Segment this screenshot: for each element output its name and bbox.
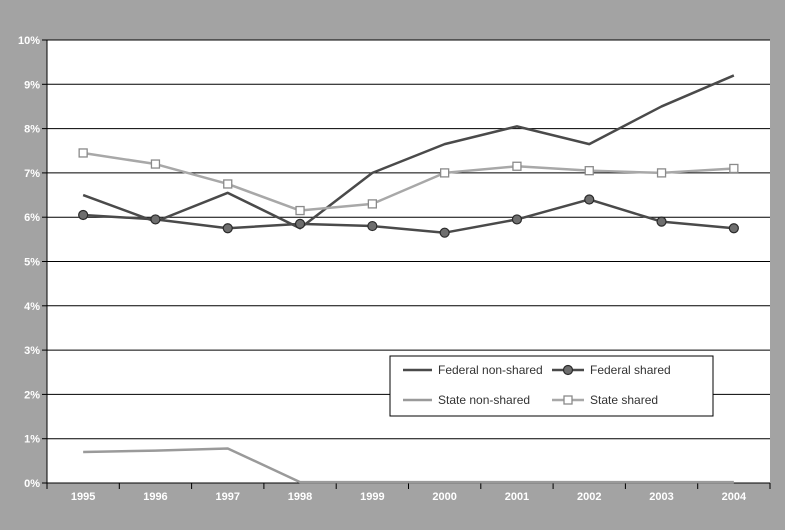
legend-item-federal-non-shared: Federal non-shared (403, 363, 543, 377)
data-point-federal-shared (222, 223, 233, 234)
x-tick-label: 2003 (649, 491, 673, 503)
legend-item-state-shared: State shared (552, 393, 658, 407)
data-point-state-shared (729, 163, 739, 174)
legend-box (389, 355, 714, 417)
data-point-federal-shared (294, 218, 306, 229)
y-tick-label: 9% (24, 79, 40, 91)
y-tick-label: 0% (24, 478, 40, 490)
y-tick-label: 7% (24, 168, 40, 180)
y-tick-label: 6% (24, 212, 40, 224)
data-point-state-shared (295, 205, 305, 216)
y-tick-label: 8% (24, 124, 40, 136)
x-tick-label: 1999 (360, 491, 384, 503)
data-point-state-shared (439, 168, 450, 178)
series-line-state-shared (82, 151, 734, 212)
series-line-federal-non-shared (82, 74, 735, 230)
series-state-shared (78, 148, 739, 216)
data-point-state-shared (78, 148, 88, 158)
data-point-federal-shared (78, 209, 89, 221)
series-line-state-non-shared (83, 447, 734, 484)
y-tick-label: 3% (24, 345, 40, 357)
x-tick-label: 1998 (288, 491, 312, 503)
series-line-federal-shared (83, 198, 734, 234)
x-tick-label: 2002 (577, 491, 601, 503)
legend-label-federal-non-shared: Federal non-shared (438, 363, 543, 377)
data-point-state-shared (150, 159, 161, 169)
series-state-non-shared (83, 447, 734, 484)
legend-marker-state-shared (563, 395, 573, 405)
x-tick-label: 2000 (432, 491, 456, 503)
data-point-federal-shared (150, 214, 161, 225)
data-point-federal-shared (656, 216, 667, 227)
x-tick-label: 1995 (71, 491, 95, 503)
legend-marker-federal-shared (562, 364, 574, 376)
legend: Federal non-shared Federal shared State … (389, 355, 714, 417)
series-federal-shared (78, 194, 739, 238)
y-tick-label: 5% (24, 257, 40, 269)
y-tick-label: 1% (24, 434, 40, 446)
data-point-federal-shared (439, 227, 450, 238)
data-point-state-shared (584, 166, 594, 176)
y-tick-label: 4% (24, 301, 40, 313)
data-point-state-shared (656, 168, 667, 178)
data-point-federal-shared (511, 214, 523, 225)
data-point-state-shared (223, 179, 233, 189)
y-tick-label: 10% (18, 35, 40, 47)
legend-label-federal-shared: Federal shared (590, 363, 671, 377)
x-tick-label: 1996 (143, 491, 167, 503)
x-tick-label: 1997 (216, 491, 240, 503)
series (78, 74, 739, 484)
legend-label-state-non-shared: State non-shared (438, 393, 530, 407)
data-point-state-shared (512, 161, 522, 171)
data-point-federal-shared (584, 194, 595, 205)
data-point-state-shared (367, 199, 378, 209)
legend-item-state-non-shared: State non-shared (403, 393, 530, 407)
x-tick-label: 2001 (505, 491, 529, 503)
data-point-federal-shared (728, 223, 739, 234)
legend-label-state-shared: State shared (590, 393, 658, 407)
series-federal-non-shared (82, 74, 735, 230)
x-tick-label: 2004 (722, 491, 747, 503)
y-tick-label: 2% (24, 389, 40, 401)
data-point-federal-shared (367, 220, 378, 232)
legend-item-federal-shared: Federal shared (552, 363, 671, 377)
